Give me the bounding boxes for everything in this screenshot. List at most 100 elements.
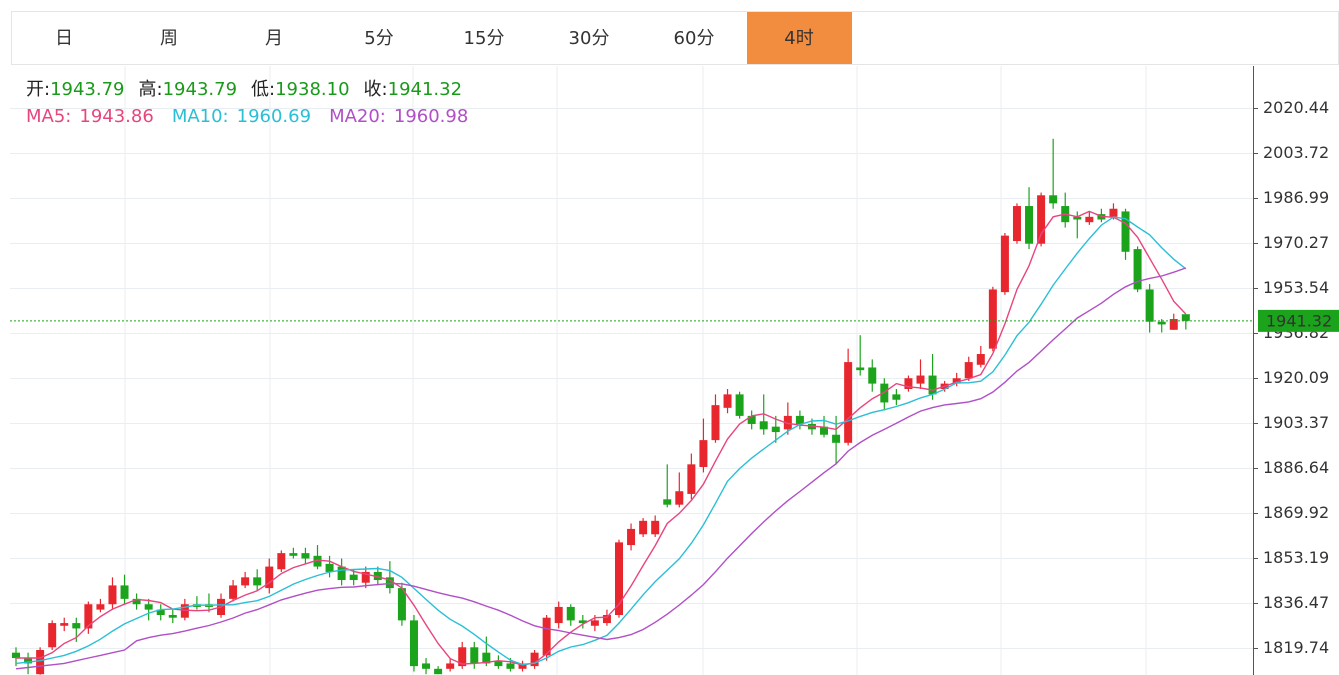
tab-label[interactable]: 30分 <box>569 28 610 49</box>
candle-body <box>615 542 623 616</box>
candle <box>723 388 732 414</box>
candle-body <box>988 289 997 349</box>
candle-body <box>132 598 141 605</box>
y-tick-label: 1853.19 <box>1263 548 1329 567</box>
tab-bg[interactable] <box>432 12 537 64</box>
candle <box>566 604 575 626</box>
y-tick-label: 1970.27 <box>1263 233 1329 252</box>
candle-body <box>72 623 81 629</box>
ohlc-label: 开: <box>26 79 50 100</box>
candle-body <box>1000 235 1009 293</box>
ohlc-value: 1938.10 <box>275 79 349 100</box>
candle-body <box>1073 216 1082 220</box>
candle-body <box>795 415 804 424</box>
candle-body <box>313 555 322 567</box>
candle <box>1133 246 1142 293</box>
candle <box>409 615 418 672</box>
candle-body <box>1109 208 1118 217</box>
tab[interactable]: 月 <box>222 12 328 64</box>
candle-body <box>964 362 973 379</box>
tab-label[interactable]: 60分 <box>674 28 715 49</box>
candle <box>747 410 756 430</box>
candle <box>482 636 491 667</box>
candle-body <box>783 415 792 430</box>
candle <box>1025 187 1034 250</box>
candle-body <box>1085 216 1094 223</box>
info-panel: 开:1943.79 高:1943.79 低:1938.10 收:1941.32MA5:… <box>26 79 468 127</box>
candle <box>952 372 961 387</box>
candle-body <box>1037 195 1046 244</box>
candle-body <box>325 563 334 572</box>
tab[interactable]: 30分 <box>537 12 643 64</box>
tab-label[interactable]: 日 <box>55 28 73 49</box>
candle-body <box>627 528 636 546</box>
candle-body <box>554 606 563 624</box>
candle-body <box>844 362 853 443</box>
tab-label[interactable]: 4时 <box>784 28 813 49</box>
last-price-box <box>1258 309 1339 332</box>
candle <box>687 453 696 500</box>
candle <box>1073 211 1082 239</box>
candle <box>518 660 527 672</box>
candle-body <box>108 585 117 605</box>
candle-body <box>397 588 406 621</box>
candle-body <box>771 426 780 433</box>
tab-bg[interactable] <box>117 12 222 64</box>
tab[interactable]: 4时 <box>747 12 852 64</box>
tab-label[interactable]: 5分 <box>364 28 393 49</box>
candle-body <box>265 566 274 589</box>
candle <box>241 571 250 589</box>
candle-body <box>337 566 346 581</box>
tab-active-bg[interactable] <box>747 12 852 64</box>
candle <box>397 582 406 626</box>
candle-body <box>241 577 250 586</box>
candle-body <box>820 426 829 435</box>
tab[interactable]: 15分 <box>432 12 538 64</box>
y-tick-label: 1886.64 <box>1263 458 1329 477</box>
candle <box>639 518 648 537</box>
ma-legend-value: 1943.86 <box>79 106 153 127</box>
candle <box>663 464 672 508</box>
grid <box>10 66 1253 675</box>
tab[interactable]: 60分 <box>642 12 748 64</box>
candle-body <box>1012 206 1021 242</box>
candle-body <box>289 553 298 556</box>
candle-body <box>48 623 57 648</box>
ma-legend-value: 1960.98 <box>394 106 468 127</box>
candle <box>265 558 274 594</box>
tab-bg[interactable] <box>537 12 642 64</box>
candle-body <box>180 604 189 618</box>
tab-label[interactable]: 周 <box>160 28 178 49</box>
tab-label[interactable]: 15分 <box>464 28 505 49</box>
candle <box>434 666 443 675</box>
candle-body <box>36 649 45 675</box>
tab[interactable]: 周 <box>117 12 223 64</box>
candle-body <box>253 577 262 586</box>
candle-body <box>952 378 961 384</box>
tab-bg[interactable] <box>222 12 327 64</box>
tab-label[interactable]: 月 <box>265 28 283 49</box>
tab-bg[interactable] <box>327 12 432 64</box>
candle-body <box>458 647 467 667</box>
candle-body <box>1049 195 1058 204</box>
candle-body <box>229 585 238 599</box>
tab-bg[interactable] <box>12 12 117 64</box>
candle <box>1145 284 1154 333</box>
candle <box>289 547 298 559</box>
ohlc-value: 1941.32 <box>388 79 462 100</box>
candle <box>96 598 105 613</box>
candle-body <box>868 367 877 384</box>
tab-bg[interactable] <box>642 12 747 64</box>
candle-body <box>735 394 744 416</box>
ohlc-label: 收: <box>364 79 388 100</box>
tab[interactable]: 日 <box>12 12 118 64</box>
candle <box>1121 208 1130 260</box>
candle <box>699 418 708 473</box>
candle-body <box>96 604 105 610</box>
tab[interactable]: 5分 <box>327 12 433 64</box>
candle-body <box>84 604 93 629</box>
candle <box>651 515 660 537</box>
candle-body <box>1133 249 1142 290</box>
